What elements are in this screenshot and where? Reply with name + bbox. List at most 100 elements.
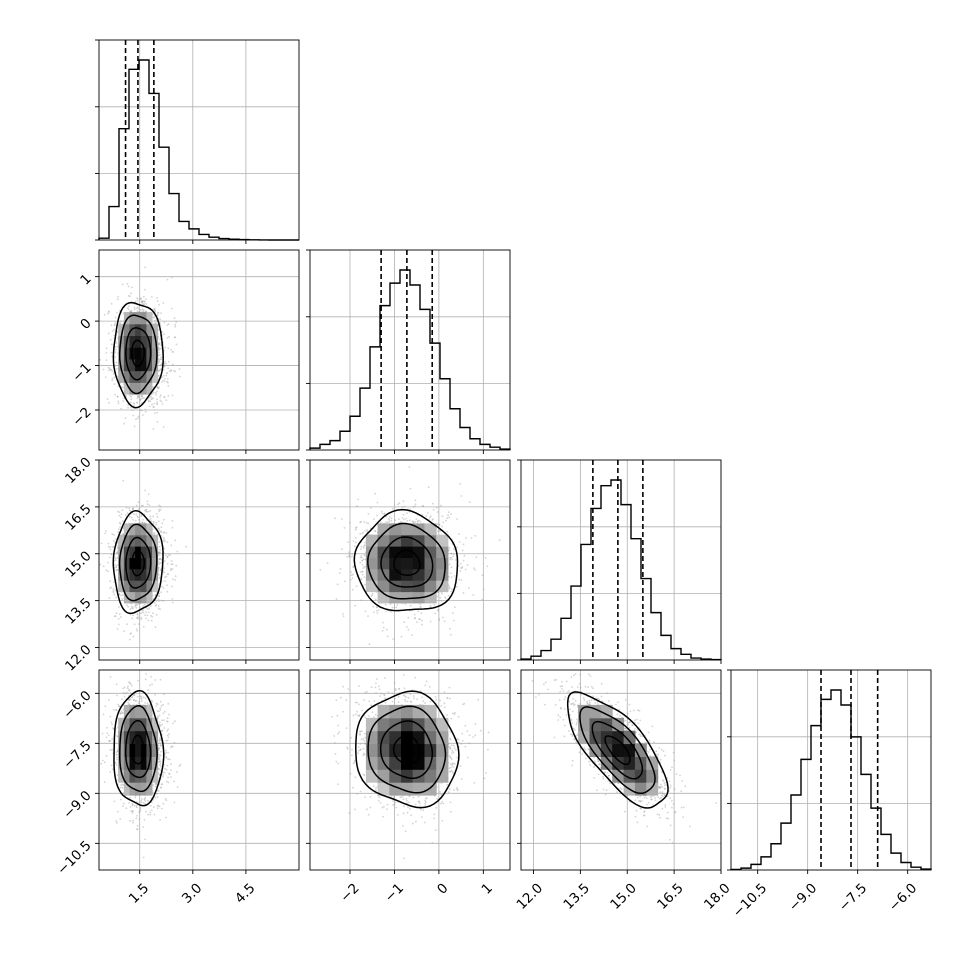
sample-point bbox=[133, 623, 136, 626]
density-cell bbox=[412, 546, 425, 558]
sample-point bbox=[136, 306, 139, 309]
sample-point bbox=[160, 312, 162, 315]
histogram-step bbox=[730, 689, 932, 871]
sample-point bbox=[481, 574, 484, 577]
sample-point bbox=[116, 628, 119, 630]
sample-point bbox=[136, 515, 139, 518]
sample-point bbox=[401, 517, 404, 519]
sample-point bbox=[117, 617, 120, 620]
density-cell bbox=[377, 534, 390, 547]
sample-point bbox=[167, 385, 170, 387]
sample-point bbox=[131, 409, 134, 412]
contour-level bbox=[125, 536, 152, 589]
sample-point bbox=[155, 393, 158, 396]
sample-point bbox=[450, 590, 453, 593]
sample-point bbox=[171, 563, 174, 566]
sample-point bbox=[158, 557, 161, 560]
sample-point bbox=[343, 580, 346, 583]
sample-point bbox=[132, 507, 134, 510]
sample-point bbox=[174, 325, 177, 328]
panel-frame bbox=[730, 669, 932, 871]
sample-point bbox=[155, 613, 158, 616]
histogram-panel-3 bbox=[727, 669, 932, 874]
sample-point bbox=[151, 616, 154, 618]
sample-point bbox=[122, 386, 125, 388]
sample-point bbox=[130, 396, 133, 398]
sample-point bbox=[141, 522, 144, 524]
sample-point bbox=[393, 606, 396, 609]
sample-point bbox=[139, 398, 142, 401]
sample-point bbox=[141, 310, 144, 313]
sample-point bbox=[441, 616, 444, 619]
sample-point bbox=[167, 381, 169, 384]
sample-point bbox=[414, 499, 417, 502]
sample-point bbox=[106, 726, 108, 729]
density-cell bbox=[118, 323, 125, 336]
sample-point bbox=[439, 596, 442, 599]
sample-point bbox=[142, 611, 145, 614]
sample-point bbox=[160, 786, 163, 789]
sample-point bbox=[362, 567, 365, 570]
sample-point bbox=[140, 612, 143, 614]
sample-point bbox=[143, 300, 146, 302]
sample-point bbox=[106, 398, 109, 400]
sample-point bbox=[113, 581, 116, 584]
sample-point bbox=[446, 517, 449, 520]
sample-point bbox=[140, 395, 143, 398]
sample-point bbox=[481, 598, 484, 601]
density-cell bbox=[129, 382, 136, 395]
sample-point bbox=[161, 585, 163, 588]
sample-point bbox=[105, 347, 108, 350]
sample-point bbox=[138, 518, 140, 521]
sample-point bbox=[167, 553, 170, 556]
sample-point bbox=[159, 338, 162, 341]
sample-point bbox=[111, 379, 114, 382]
sample-point bbox=[158, 360, 161, 363]
sample-point bbox=[152, 612, 154, 615]
sample-point bbox=[362, 570, 364, 573]
sample-point bbox=[159, 569, 162, 572]
density-cell bbox=[140, 568, 147, 581]
sample-point bbox=[148, 611, 150, 614]
sample-point bbox=[152, 316, 155, 319]
sample-point bbox=[354, 604, 357, 607]
sample-point bbox=[144, 410, 147, 413]
sample-point bbox=[127, 406, 129, 409]
sample-point bbox=[156, 386, 159, 389]
sample-point bbox=[119, 522, 122, 525]
sample-point bbox=[116, 298, 119, 301]
sample-point bbox=[154, 412, 156, 415]
sample-point bbox=[429, 620, 432, 623]
sample-point bbox=[115, 348, 117, 351]
sample-point bbox=[416, 521, 419, 523]
sample-point bbox=[374, 530, 377, 533]
sample-point bbox=[388, 515, 391, 518]
sample-point bbox=[156, 403, 158, 405]
sample-point bbox=[390, 519, 393, 522]
sample-point bbox=[158, 577, 161, 579]
sample-point bbox=[428, 516, 431, 519]
sample-point bbox=[446, 530, 449, 533]
sample-point bbox=[413, 613, 416, 616]
sample-point bbox=[142, 310, 145, 313]
sample-point bbox=[107, 570, 109, 573]
sample-point bbox=[443, 620, 446, 623]
sample-point bbox=[407, 616, 410, 619]
sample-point bbox=[115, 551, 118, 554]
density-cell bbox=[146, 591, 153, 604]
sample-point bbox=[160, 347, 162, 350]
sample-point bbox=[178, 375, 181, 378]
sample-point bbox=[105, 569, 108, 571]
sample-point bbox=[366, 529, 368, 532]
sample-point bbox=[114, 322, 117, 324]
sample-point bbox=[390, 517, 393, 520]
sample-point bbox=[350, 555, 353, 558]
density-cell bbox=[118, 557, 125, 570]
sample-point bbox=[429, 515, 432, 517]
sample-point bbox=[142, 309, 145, 311]
sample-point bbox=[152, 520, 155, 523]
sample-point bbox=[129, 613, 132, 616]
density-cell bbox=[389, 568, 402, 581]
panel-frame bbox=[98, 459, 300, 661]
sample-point bbox=[115, 596, 117, 599]
